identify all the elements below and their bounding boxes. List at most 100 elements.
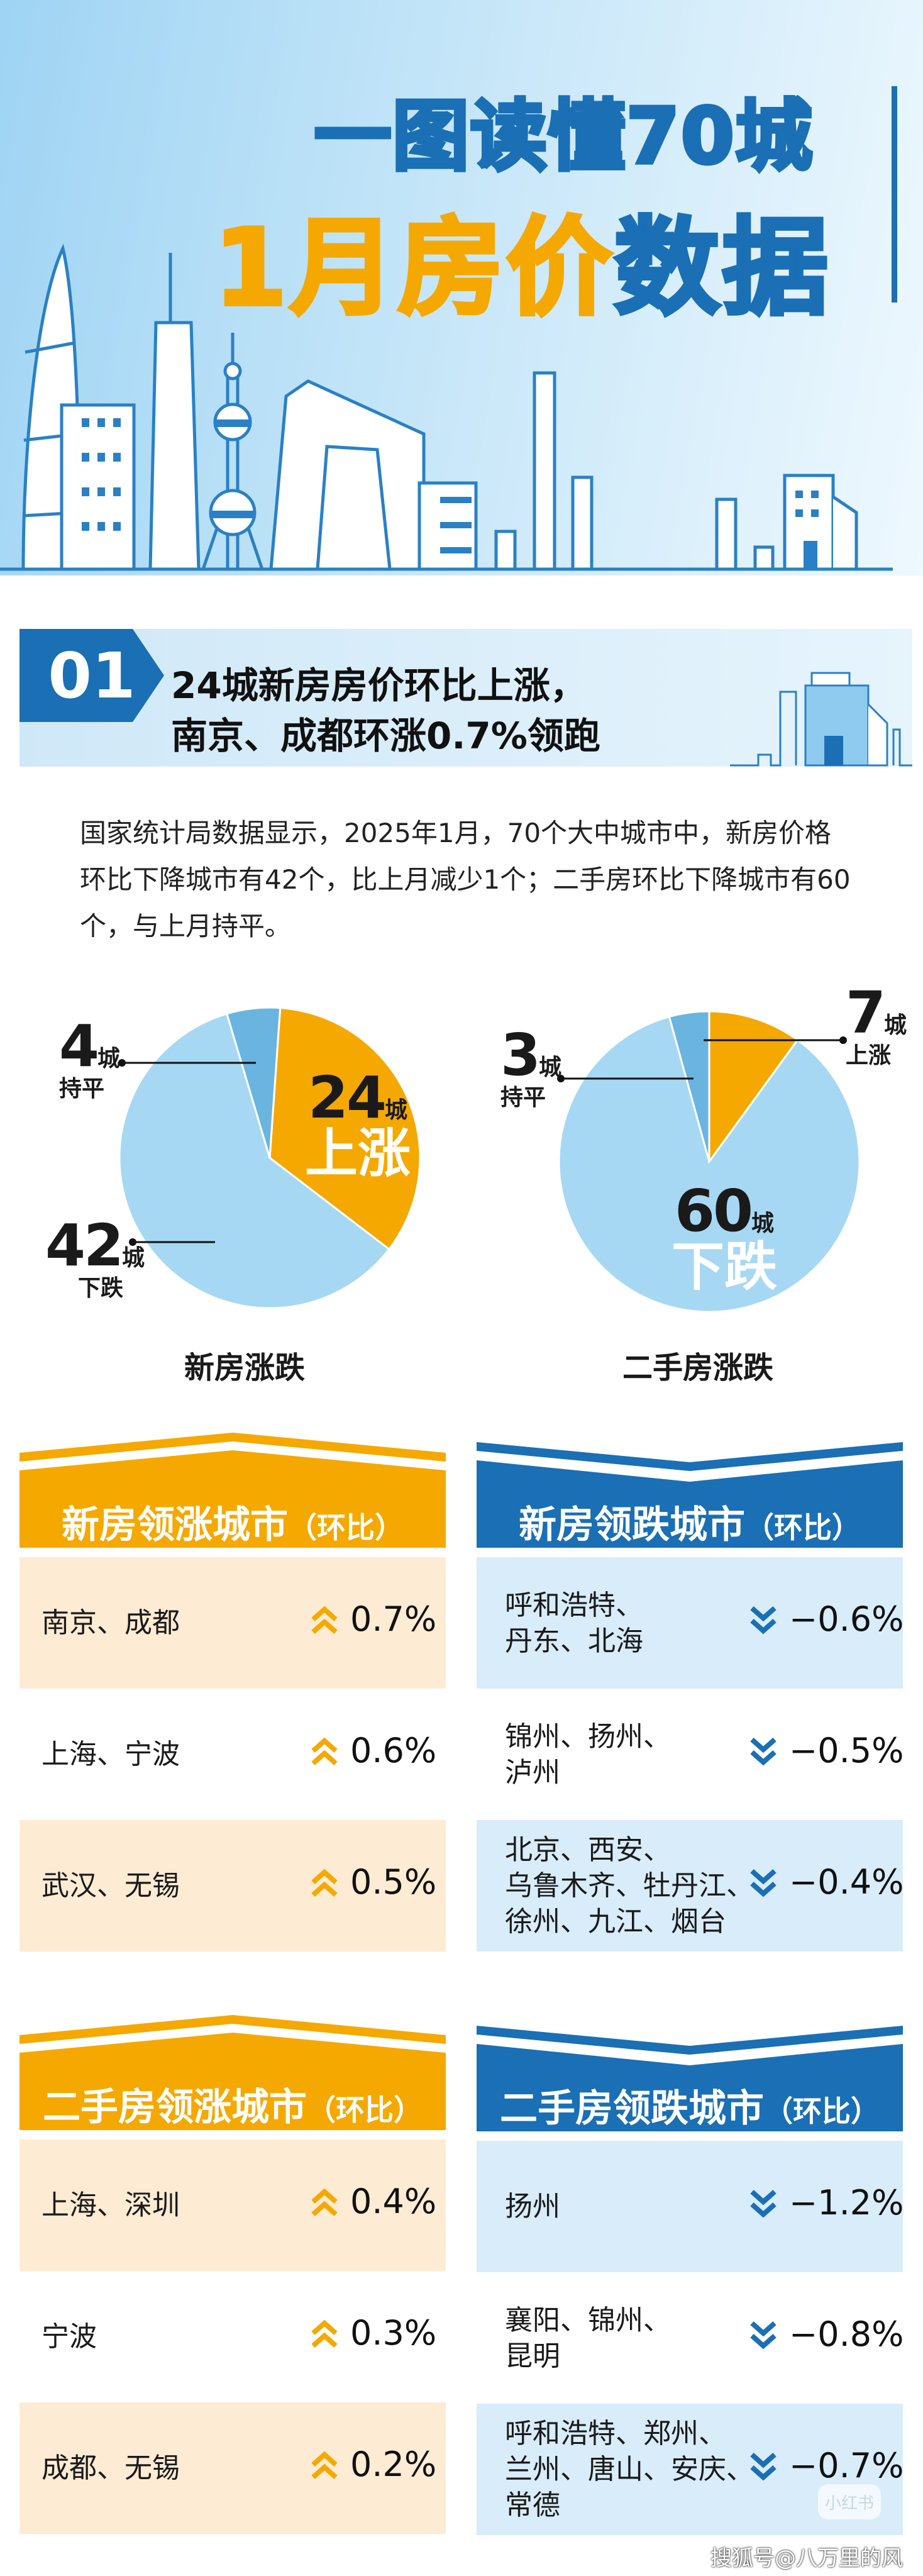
pie2-slice-上涨 [708, 1010, 799, 1165]
double-chevron-up-icon [311, 2188, 338, 2216]
leader-dot [839, 1036, 847, 1044]
pie1-up-value: 24 [307, 1064, 387, 1131]
table-row: 成都、无锡 0.2% [19, 2402, 446, 2534]
row-value: −0.4% [789, 1862, 904, 1902]
table-row: 襄阳、锦州、 昆明 −0.8% [477, 2272, 904, 2404]
table-row: 上海、宁波 0.6% [19, 1689, 446, 1820]
building-icon [730, 672, 912, 767]
pie2-flat-label: 3城 持平 [500, 1026, 561, 1109]
row-cities: 宁波 [41, 2321, 97, 2353]
leader-dot [129, 1238, 136, 1246]
double-chevron-up-icon [311, 1868, 338, 1897]
row-value: −0.7% [789, 2445, 904, 2485]
table-row: 扬州 −1.2% [477, 2141, 904, 2272]
table-header-shape [477, 1442, 903, 1548]
summary-paragraph: 国家统计局数据显示，2025年1月，70个大中城市中，新房价格环比下降城市有42… [80, 818, 851, 941]
double-chevron-down-icon [750, 2189, 777, 2218]
pie1-down-value: 42 [45, 1212, 124, 1279]
table-row: 呼和浩特、郑州、 兰州、唐山、安庆、 常德 −0.7% [477, 2404, 904, 2535]
unit: 城 [385, 1097, 408, 1123]
row-value: 0.4% [350, 2181, 437, 2221]
title-line-2: 1月房价数据 [212, 182, 831, 335]
pie2-flat-text: 持平 [500, 1085, 546, 1111]
double-chevron-up-icon [311, 2319, 338, 2348]
double-chevron-down-icon [750, 1606, 777, 1634]
row-value: 0.5% [350, 1862, 437, 1902]
table-header-shape [19, 1433, 446, 1548]
row-value: −0.5% [789, 1730, 904, 1770]
table-title: 二手房领涨城市 [43, 2085, 307, 2129]
row-value: 0.3% [350, 2312, 437, 2353]
leader-dot [557, 1075, 565, 1082]
pie2-slice-下跌 [558, 1015, 861, 1313]
row-value: 0.2% [350, 2444, 437, 2484]
row-cities: 上海、宁波 [41, 1738, 180, 1770]
pie2-down-label: 60城 下跌 [672, 1182, 778, 1297]
unit: 城 [751, 1211, 775, 1236]
section-title-line-1: 24城新房房价环比上涨， [171, 664, 587, 707]
pie1-down-label: 42城 下跌 [45, 1217, 145, 1300]
row-cities: 武汉、无锡 [41, 1870, 180, 1902]
table-row: 上海、深圳 0.4% [19, 2140, 446, 2271]
pie1-up-label: 24城 上涨 [305, 1069, 411, 1180]
table-title: 新房领跌城市 [519, 1503, 745, 1547]
unit: 城 [884, 1013, 907, 1038]
table-header-shape [19, 2015, 446, 2130]
table-header-title: 二手房领跌城市（环比） [477, 2078, 903, 2133]
unit: 城 [122, 1245, 145, 1271]
double-chevron-down-icon [750, 1868, 777, 1897]
pie2-slice-持平 [668, 1010, 710, 1162]
row-cities: 上海、深圳 [41, 2189, 180, 2221]
double-chevron-down-icon [750, 2452, 777, 2480]
pie1-flat-text: 持平 [59, 1076, 105, 1102]
table-row: 武汉、无锡 0.5% [19, 1820, 446, 1951]
double-chevron-down-icon [750, 2321, 777, 2349]
double-chevron-up-icon [311, 1606, 338, 1634]
table-row: 南京、成都 0.7% [19, 1557, 446, 1689]
pie2-down-value: 60 [674, 1177, 753, 1245]
row-value: −0.8% [789, 2314, 904, 2354]
city-skyline-illustration [0, 243, 893, 571]
pie-charts [118, 1006, 861, 1313]
double-chevron-up-icon [311, 1737, 338, 1765]
table-title: 二手房领跌城市 [500, 2087, 764, 2131]
pie1-slice-持平 [225, 1006, 282, 1158]
title-divider [892, 86, 897, 303]
unit: 城 [539, 1055, 562, 1080]
table-header-title: 新房领跌城市（环比） [477, 1494, 903, 1549]
pie1-caption: 新房涨跌 [184, 1350, 306, 1385]
row-cities: 南京、成都 [41, 1607, 180, 1639]
pie2-up-value: 7 [846, 979, 886, 1046]
pie1-down-text: 下跌 [78, 1275, 124, 1301]
pie2-caption: 二手房涨跌 [622, 1350, 774, 1385]
row-cities: 呼和浩特、郑州、 兰州、唐山、安庆、 常德 [505, 2418, 754, 2521]
title-house-price: 房价 [396, 204, 614, 331]
table-row: 呼和浩特、 丹东、北海 −0.6% [477, 1557, 904, 1689]
unit: 城 [97, 1046, 121, 1072]
pie2-down-text: 下跌 [672, 1236, 778, 1297]
pie1-flat-label: 4城 持平 [59, 1018, 120, 1101]
row-value: −0.6% [789, 1599, 904, 1639]
row-cities: 成都、无锡 [41, 2452, 180, 2484]
pie1-slice-上涨 [268, 1006, 421, 1251]
pie2-up-text: 上涨 [846, 1043, 892, 1069]
pie1-slice-下跌 [118, 1013, 390, 1309]
table-row: 北京、西安、 乌鲁木齐、牡丹江、 徐州、九江、烟台 −0.4% [477, 1820, 904, 1951]
row-cities: 北京、西安、 乌鲁木齐、牡丹江、 徐州、九江、烟台 [505, 1834, 754, 1938]
hero-banner: 一图读懂70城 1月房价数据 [0, 0, 923, 575]
table-title-suffix: （环比） [307, 2093, 423, 2127]
section-title: 24城新房房价环比上涨， 南京、成都环涨0.7%领跑 [171, 660, 600, 761]
pie1-flat-value: 4 [59, 1013, 99, 1080]
table-title-suffix: （环比） [764, 2094, 880, 2128]
table-title-suffix: （环比） [288, 1511, 404, 1545]
double-chevron-down-icon [750, 1737, 777, 1765]
table-title: 新房领涨城市 [62, 1503, 288, 1547]
table-header-shape [477, 2026, 903, 2131]
title-data: 数据 [612, 204, 831, 331]
section-number: 01 [19, 629, 164, 722]
pie2-up-label: 7城 上涨 [846, 984, 907, 1067]
table-row: 锦州、扬州、 泸州 −0.5% [477, 1689, 904, 1820]
row-value: −1.2% [789, 2182, 904, 2223]
row-value: 0.6% [350, 1730, 437, 1770]
pie2-flat-value: 3 [500, 1021, 541, 1089]
